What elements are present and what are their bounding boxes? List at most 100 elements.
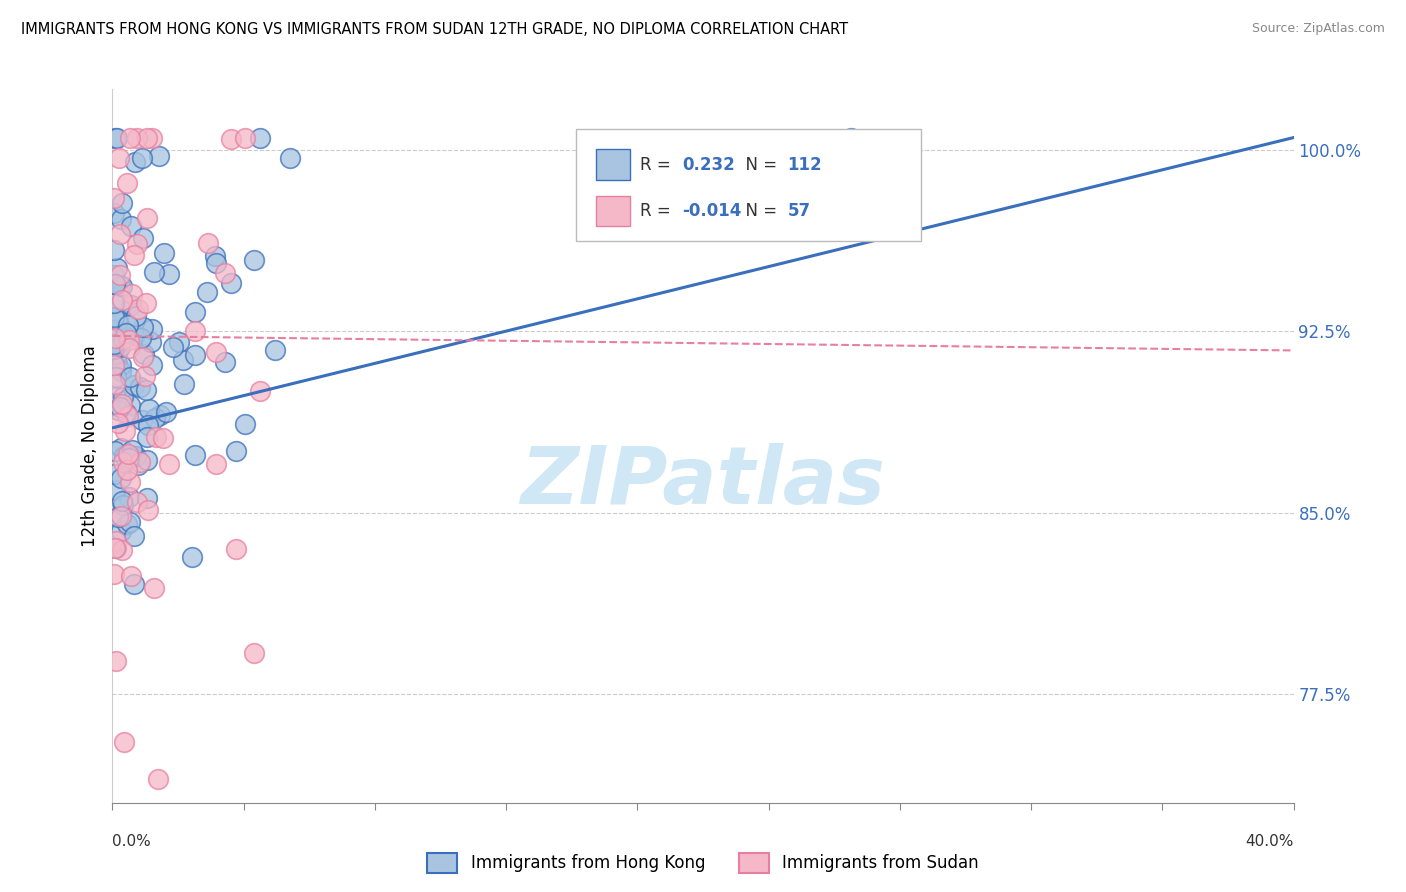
Point bbox=[162, 341, 184, 355]
Point bbox=[136, 430, 159, 444]
Point bbox=[195, 285, 218, 300]
Point bbox=[167, 334, 190, 349]
Point bbox=[104, 444, 127, 458]
Text: 57: 57 bbox=[787, 202, 810, 219]
Point bbox=[118, 398, 141, 412]
Point bbox=[129, 455, 152, 469]
Point bbox=[111, 195, 134, 210]
Point bbox=[105, 347, 128, 361]
Point bbox=[225, 443, 247, 458]
Text: 0.232: 0.232 bbox=[682, 155, 735, 174]
Point bbox=[104, 376, 127, 391]
Point bbox=[110, 364, 132, 378]
Point bbox=[214, 355, 236, 369]
Point bbox=[184, 324, 207, 338]
Point bbox=[153, 245, 176, 260]
Point bbox=[107, 403, 129, 417]
Point bbox=[131, 331, 153, 345]
Point bbox=[127, 301, 149, 316]
Point bbox=[184, 349, 207, 363]
Point bbox=[132, 347, 155, 361]
Point bbox=[125, 449, 148, 463]
Point bbox=[107, 310, 129, 324]
Point bbox=[104, 370, 127, 384]
Point bbox=[110, 340, 132, 354]
Text: R =: R = bbox=[640, 155, 676, 174]
Point bbox=[122, 449, 145, 463]
Point bbox=[118, 333, 141, 347]
Point bbox=[145, 429, 167, 443]
Point bbox=[127, 495, 149, 509]
Point bbox=[120, 298, 142, 312]
Point bbox=[110, 471, 132, 485]
Point bbox=[136, 491, 159, 505]
Point bbox=[264, 343, 287, 358]
Point bbox=[149, 409, 172, 423]
Point bbox=[110, 358, 132, 372]
Point bbox=[103, 206, 125, 220]
Point bbox=[112, 449, 135, 463]
Text: N =: N = bbox=[735, 202, 783, 219]
Point bbox=[136, 417, 159, 432]
Point bbox=[115, 463, 138, 477]
Point bbox=[120, 568, 142, 582]
Point bbox=[135, 130, 157, 145]
Text: R =: R = bbox=[640, 202, 676, 219]
Point bbox=[104, 331, 127, 345]
Point bbox=[128, 379, 150, 393]
Point bbox=[105, 355, 128, 369]
Point bbox=[115, 516, 138, 531]
Point bbox=[111, 455, 134, 469]
Point bbox=[112, 390, 135, 404]
Point bbox=[104, 483, 127, 497]
Point bbox=[107, 314, 129, 328]
Text: ZIPatlas: ZIPatlas bbox=[520, 442, 886, 521]
Point bbox=[839, 130, 862, 145]
Point bbox=[117, 176, 139, 190]
Point bbox=[103, 323, 125, 337]
Point bbox=[103, 295, 125, 310]
Point bbox=[117, 318, 139, 332]
Point bbox=[219, 277, 242, 291]
Point bbox=[205, 345, 228, 359]
Point bbox=[122, 378, 145, 392]
Point bbox=[124, 309, 146, 323]
Text: Source: ZipAtlas.com: Source: ZipAtlas.com bbox=[1251, 22, 1385, 36]
Point bbox=[148, 149, 170, 163]
Point bbox=[104, 130, 127, 145]
Point bbox=[184, 304, 207, 318]
Point bbox=[118, 515, 141, 529]
Point bbox=[105, 541, 128, 556]
Point bbox=[111, 494, 134, 508]
Point bbox=[111, 332, 134, 346]
Point bbox=[105, 338, 128, 352]
Text: 0.0%: 0.0% bbox=[112, 834, 152, 849]
Point bbox=[155, 405, 177, 419]
Point bbox=[105, 390, 128, 404]
Point bbox=[110, 524, 132, 539]
Point bbox=[146, 772, 169, 786]
Point bbox=[136, 453, 159, 467]
Point bbox=[105, 654, 128, 668]
Point bbox=[115, 330, 138, 344]
Point bbox=[184, 449, 207, 463]
Point bbox=[127, 458, 149, 473]
Point bbox=[110, 508, 132, 523]
Point bbox=[114, 424, 136, 438]
Point bbox=[117, 409, 139, 423]
Point bbox=[103, 467, 125, 482]
Point bbox=[152, 431, 174, 445]
Point bbox=[132, 231, 155, 245]
Point bbox=[132, 319, 155, 334]
Point bbox=[108, 401, 131, 415]
Point bbox=[122, 577, 145, 591]
Point bbox=[124, 155, 146, 169]
Point bbox=[111, 543, 134, 558]
Point bbox=[117, 451, 139, 466]
Point bbox=[111, 397, 134, 411]
Point bbox=[127, 130, 149, 145]
Point bbox=[233, 130, 256, 145]
Point bbox=[141, 358, 163, 372]
Point bbox=[117, 447, 139, 461]
Text: N =: N = bbox=[735, 155, 783, 174]
